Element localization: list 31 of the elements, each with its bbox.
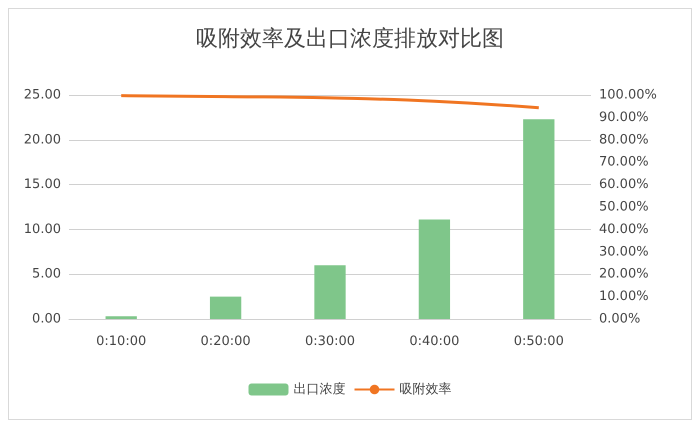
bar xyxy=(106,316,137,319)
y2-tick-label: 80.00% xyxy=(599,132,649,148)
y2-tick-label: 70.00% xyxy=(599,154,649,170)
y2-tick-label: 0.00% xyxy=(599,312,640,326)
bar xyxy=(418,220,450,319)
y2-tick-label: 90.00% xyxy=(599,110,649,125)
bar xyxy=(210,296,242,319)
y2-tick-label: 40.00% xyxy=(599,222,649,237)
y-tick-label: 20.00 xyxy=(24,132,61,148)
y2-tick-label: 50.00% xyxy=(599,200,649,214)
y2-tick-label: 100.00% xyxy=(599,88,657,102)
y-tick-label: 25.00 xyxy=(24,88,61,102)
line-series xyxy=(120,94,540,110)
y2-tick-label: 20.00% xyxy=(599,266,649,282)
x-tick-label: 0:30:00 xyxy=(304,334,356,349)
y-tick-label: 10.00 xyxy=(24,222,61,237)
chart-title: 吸附效率及出口浓度排放对比图 xyxy=(196,26,504,52)
legend-label: 出口浓度 xyxy=(294,381,346,397)
x-tick-label: 0:10:00 xyxy=(96,334,146,349)
legend-label: 吸附效率 xyxy=(400,381,452,397)
y-tick-label: 5.00 xyxy=(32,266,61,282)
y2-tick-label: 60.00% xyxy=(599,177,649,192)
y2-tick-label: 30.00% xyxy=(599,244,649,260)
y-tick-label: 0.00 xyxy=(32,312,61,326)
bar xyxy=(523,119,554,319)
bar xyxy=(314,265,346,319)
y-tick-label: 15.00 xyxy=(24,177,61,192)
y2-tick-label: 10.00% xyxy=(599,289,649,304)
x-tick-label: 0:50:00 xyxy=(514,334,564,349)
x-tick-label: 0:20:00 xyxy=(200,334,251,349)
x-tick-label: 0:40:00 xyxy=(409,334,460,349)
